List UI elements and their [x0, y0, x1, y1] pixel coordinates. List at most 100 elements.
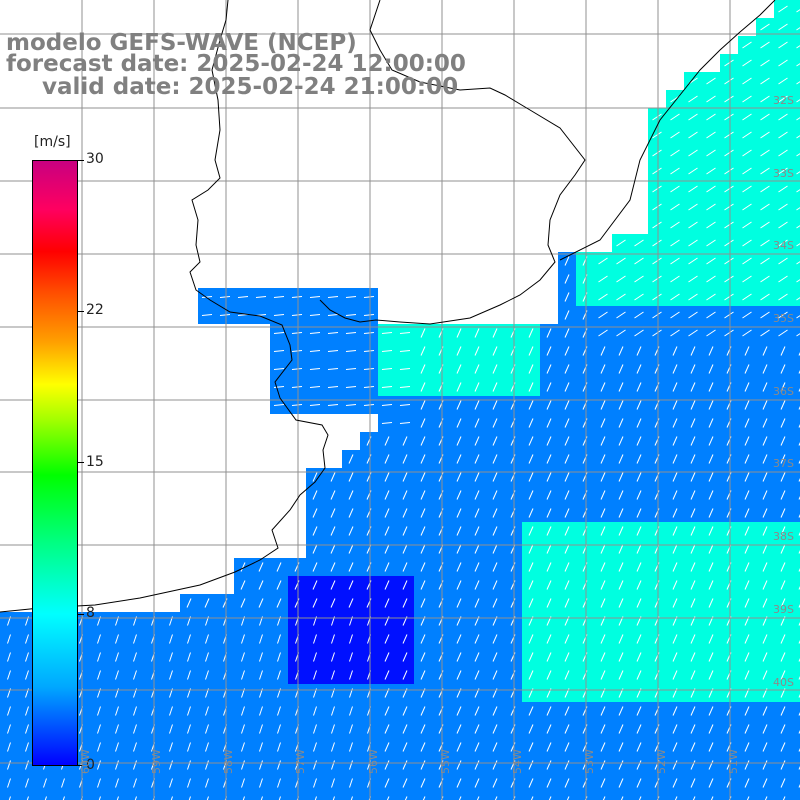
wind-vector-arrow — [312, 544, 318, 554]
wind-vector-arrow — [690, 382, 696, 392]
wind-vector-arrow — [115, 742, 119, 752]
wind-vector-arrow — [618, 742, 624, 752]
wind-vector-arrow — [708, 472, 714, 482]
wind-vector-arrow — [420, 580, 426, 590]
wind-vector-arrow — [778, 221, 788, 229]
wind-vector-arrow — [399, 332, 411, 334]
wind-vector-arrow — [492, 472, 498, 482]
wind-vector-arrow — [672, 382, 678, 392]
wind-vector-arrow — [688, 113, 698, 121]
wind-vector-arrow — [291, 368, 303, 370]
wind-vector-arrow — [744, 418, 750, 428]
wind-vector-arrow — [384, 634, 390, 644]
wind-vector-arrow — [616, 329, 626, 337]
wind-vector-arrow — [636, 490, 642, 500]
colorbar-tick-15: 15 — [86, 454, 104, 470]
wind-vector-arrow — [349, 670, 353, 680]
wind-vector-arrow — [492, 580, 498, 590]
wind-vector-arrow — [528, 328, 534, 338]
wind-vector-arrow — [331, 742, 335, 752]
wind-vector-arrow — [600, 598, 606, 608]
wind-vector-arrow — [618, 382, 624, 392]
wind-speed-cell — [792, 504, 800, 522]
wind-vector-arrow — [636, 742, 642, 752]
wind-vector-arrow — [742, 149, 752, 157]
wind-vector-arrow — [258, 562, 264, 572]
wind-vector-arrow — [742, 275, 752, 283]
wind-vector-arrow — [600, 418, 606, 428]
wind-vector-arrow — [618, 472, 624, 482]
wind-vector-arrow — [708, 760, 714, 770]
wind-vector-arrow — [97, 778, 101, 788]
wind-vector-arrow — [420, 706, 426, 716]
wind-vector-arrow — [742, 311, 752, 319]
wind-vector-arrow — [600, 436, 606, 446]
wind-vector-arrow — [598, 311, 608, 319]
wind-vector-arrow — [778, 5, 788, 13]
wind-vector-arrow — [528, 706, 534, 716]
wind-vector-arrow — [237, 296, 249, 298]
wind-vector-arrow — [528, 580, 534, 590]
lon-label: 53W — [583, 749, 596, 774]
wind-vector-arrow — [201, 314, 213, 316]
wind-vector-arrow — [528, 598, 534, 608]
wind-vector-arrow — [97, 724, 101, 734]
wind-vector-arrow — [744, 760, 750, 770]
wind-vector-arrow — [205, 634, 209, 644]
wind-vector-arrow — [762, 760, 768, 770]
wind-speed-cell — [792, 396, 800, 414]
wind-vector-arrow — [528, 508, 534, 518]
wind-vector-arrow — [528, 724, 534, 734]
wind-vector-arrow — [201, 296, 213, 298]
wind-vector-arrow — [384, 760, 390, 770]
colorbar-tick-30: 30 — [86, 151, 104, 167]
wind-vector-arrow — [706, 293, 716, 301]
wind-speed-cell — [792, 594, 800, 612]
wind-vector-arrow — [778, 149, 788, 157]
wind-vector-arrow — [205, 760, 209, 770]
wind-vector-arrow — [349, 706, 353, 716]
wind-vector-arrow — [348, 562, 354, 572]
wind-vector-arrow — [690, 742, 696, 752]
wind-vector-arrow — [349, 742, 353, 752]
wind-vector-arrow — [420, 652, 426, 662]
wind-vector-arrow — [600, 724, 606, 734]
wind-vector-arrow — [564, 652, 570, 662]
wind-vector-arrow — [528, 454, 534, 464]
wind-vector-arrow — [546, 526, 552, 536]
wind-vector-arrow — [778, 113, 788, 121]
wind-vector-arrow — [796, 45, 800, 49]
wind-vector-arrow — [744, 598, 750, 608]
wind-vector-arrow — [760, 221, 770, 229]
wind-vector-arrow — [616, 275, 626, 283]
lon-label: 52W — [655, 749, 668, 774]
wind-vector-arrow — [528, 346, 534, 356]
wind-vector-arrow — [187, 742, 191, 752]
wind-speed-cell — [180, 792, 198, 800]
wind-speed-cell — [792, 360, 800, 378]
wind-vector-arrow — [240, 562, 246, 572]
wind-vector-arrow — [312, 472, 318, 482]
wind-speed-cell — [594, 792, 612, 800]
wind-vector-arrow — [133, 652, 137, 662]
wind-vector-arrow — [291, 386, 303, 388]
wind-speed-cell — [792, 108, 800, 126]
wind-vector-arrow — [672, 778, 678, 788]
wind-vector-arrow — [780, 598, 786, 608]
wind-speed-cell — [702, 792, 720, 800]
wind-speed-cell — [54, 792, 72, 800]
wind-vector-arrow — [760, 257, 770, 265]
wind-speed-cell — [108, 792, 126, 800]
wind-vector-arrow — [474, 346, 480, 356]
wind-vector-arrow — [115, 634, 119, 644]
wind-vector-arrow — [456, 670, 462, 680]
wind-vector-arrow — [330, 580, 336, 590]
wind-speed-cell — [666, 792, 684, 800]
wind-vector-arrow — [169, 706, 173, 716]
wind-vector-arrow — [634, 257, 644, 265]
wind-vector-arrow — [618, 526, 624, 536]
wind-vector-arrow — [688, 275, 698, 283]
wind-speed-cell — [36, 792, 54, 800]
wind-vector-arrow — [313, 724, 317, 734]
wind-vector-arrow — [744, 400, 750, 410]
